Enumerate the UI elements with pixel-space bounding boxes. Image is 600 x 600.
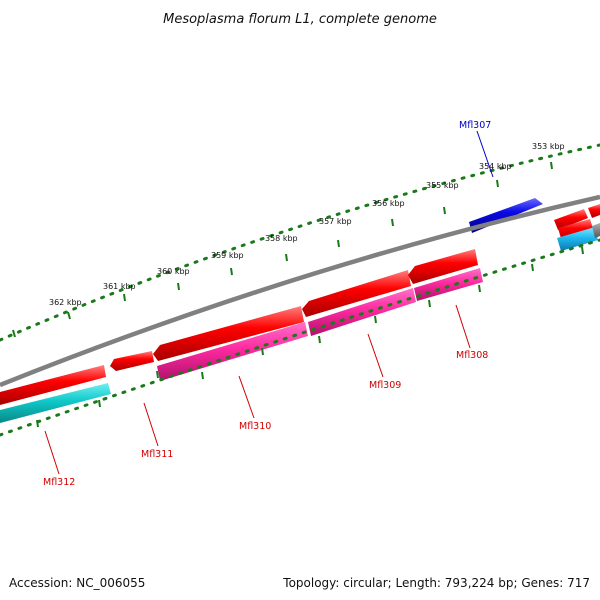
category-track — [0, 223, 600, 423]
gene-label-mfl312[interactable]: Mfl312 — [43, 477, 75, 488]
gene-label-mfl309[interactable]: Mfl309 — [369, 380, 401, 391]
kbp-label: 359 kbp — [211, 251, 244, 260]
track-segment-pink — [308, 288, 416, 336]
inner-scale — [0, 238, 600, 437]
kbp-label: 360 kbp — [157, 267, 190, 276]
track-segment-gray — [592, 223, 600, 238]
track-segment-teal — [0, 383, 111, 423]
kbp-label: 355 kbp — [426, 181, 459, 190]
gene-arrow-mfl308[interactable] — [408, 249, 478, 284]
gene-callouts — [44, 130, 494, 475]
map-title: Mesoplasma florum L1, complete genome — [163, 12, 437, 27]
gene-arrow-mfl310[interactable] — [153, 306, 304, 361]
track-segment-pink — [157, 322, 308, 381]
kbp-label: 354 kbp — [479, 162, 512, 171]
track-segment-cyan — [557, 227, 598, 251]
kbp-label: 361 kbp — [103, 282, 136, 291]
gene-arrow[interactable] — [588, 204, 600, 218]
accession-label: Accession: NC_006055 — [9, 576, 146, 590]
genome-summary: Topology: circular; Length: 793,224 bp; … — [283, 576, 590, 590]
gene-arrow-mfl312[interactable] — [0, 365, 106, 405]
kbp-label: 362 kbp — [49, 298, 82, 307]
kbp-labels: 362 kbp 361 kbp 360 kbp 359 kbp 358 kbp … — [49, 142, 565, 307]
kbp-label: 356 kbp — [372, 199, 405, 208]
gene-labels: Mfl307 Mfl308 Mfl309 Mfl310 Mfl311 Mfl31… — [43, 120, 491, 488]
kbp-label: 353 kbp — [532, 142, 565, 151]
outer-scale — [0, 143, 600, 342]
gene-label-mfl311[interactable]: Mfl311 — [141, 449, 173, 460]
gene-arrow-mfl311[interactable] — [110, 351, 154, 371]
track-segment-pink — [414, 268, 483, 301]
gene-label-mfl307[interactable]: Mfl307 — [459, 120, 491, 131]
gene-label-mfl310[interactable]: Mfl310 — [239, 421, 271, 432]
outer-major-ticks — [12, 161, 553, 338]
genome-backbone — [0, 194, 600, 388]
reverse-genes — [0, 219, 594, 405]
gene-arrow[interactable] — [554, 209, 588, 230]
inner-major-ticks — [36, 246, 584, 428]
kbp-label: 357 kbp — [319, 217, 352, 226]
gene-arrow-mfl309[interactable] — [302, 270, 411, 317]
gene-label-mfl308[interactable]: Mfl308 — [456, 350, 488, 361]
kbp-label: 358 kbp — [265, 234, 298, 243]
